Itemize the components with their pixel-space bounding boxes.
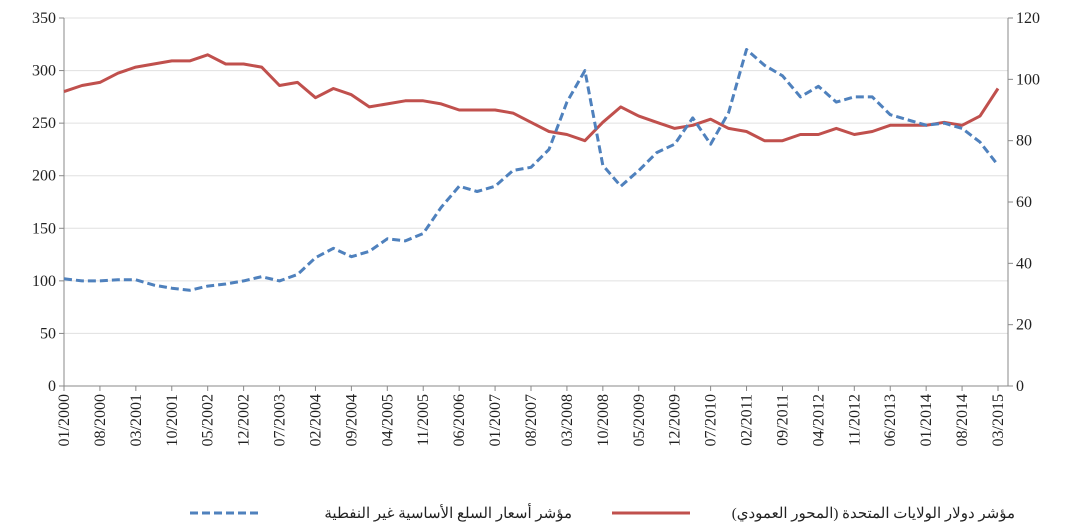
x-tick-label: 01/2007	[487, 394, 504, 446]
y-tick-label: 150	[32, 220, 56, 237]
x-tick-label: 07/2010	[703, 394, 720, 446]
x-tick-label: 08/2000	[92, 394, 109, 446]
legend-label: مؤشر دولار الولايات المتحدة (المحور العم…	[732, 506, 1015, 522]
legend-label: مؤشر أسعار السلع الأساسية غير النفطية	[324, 503, 572, 522]
x-tick-label: 05/2002	[200, 394, 217, 446]
y2-tick-label: 120	[1016, 10, 1040, 27]
x-tick-label: 10/2001	[164, 394, 181, 446]
x-tick-label: 07/2003	[272, 394, 289, 446]
y2-tick-label: 20	[1016, 317, 1032, 334]
series-line	[63, 48, 1000, 292]
x-tick-label: 08/2007	[523, 394, 540, 446]
y-tick-label: 50	[40, 325, 56, 342]
x-tick-label: 03/2008	[559, 394, 576, 446]
x-tick-label: 10/2008	[595, 394, 612, 446]
x-tick-label: 11/2012	[846, 394, 863, 446]
x-tick-label: 02/2004	[307, 394, 324, 446]
x-tick-label: 06/2013	[882, 394, 899, 446]
x-tick-label: 04/2012	[810, 394, 827, 446]
x-tick-label: 02/2011	[739, 394, 756, 446]
x-tick-label: 06/2006	[451, 394, 468, 446]
y-tick-label: 100	[32, 273, 56, 290]
x-tick-label: 11/2005	[415, 394, 432, 446]
series-line	[63, 53, 1000, 143]
y2-tick-label: 80	[1016, 133, 1032, 150]
y2-tick-label: 60	[1016, 194, 1032, 211]
y2-tick-label: 40	[1016, 255, 1032, 272]
x-tick-label: 03/2015	[990, 394, 1007, 446]
y-tick-label: 350	[32, 10, 56, 27]
y2-tick-label: 0	[1016, 378, 1024, 395]
x-tick-label: 12/2002	[236, 394, 253, 446]
x-tick-label: 12/2009	[667, 394, 684, 446]
x-tick-label: 01/2014	[918, 394, 935, 446]
y-tick-label: 250	[32, 115, 56, 132]
y-tick-label: 300	[32, 63, 56, 80]
x-tick-label: 04/2005	[379, 394, 396, 446]
x-tick-label: 03/2001	[128, 394, 145, 446]
x-tick-label: 09/2011	[774, 394, 791, 446]
x-tick-label: 08/2014	[954, 394, 971, 446]
x-tick-label: 01/2000	[56, 394, 73, 446]
y-tick-label: 0	[48, 378, 56, 395]
x-tick-label: 05/2009	[631, 394, 648, 446]
y2-tick-label: 100	[1016, 71, 1040, 88]
y-tick-label: 200	[32, 168, 56, 185]
x-tick-label: 09/2004	[343, 394, 360, 446]
